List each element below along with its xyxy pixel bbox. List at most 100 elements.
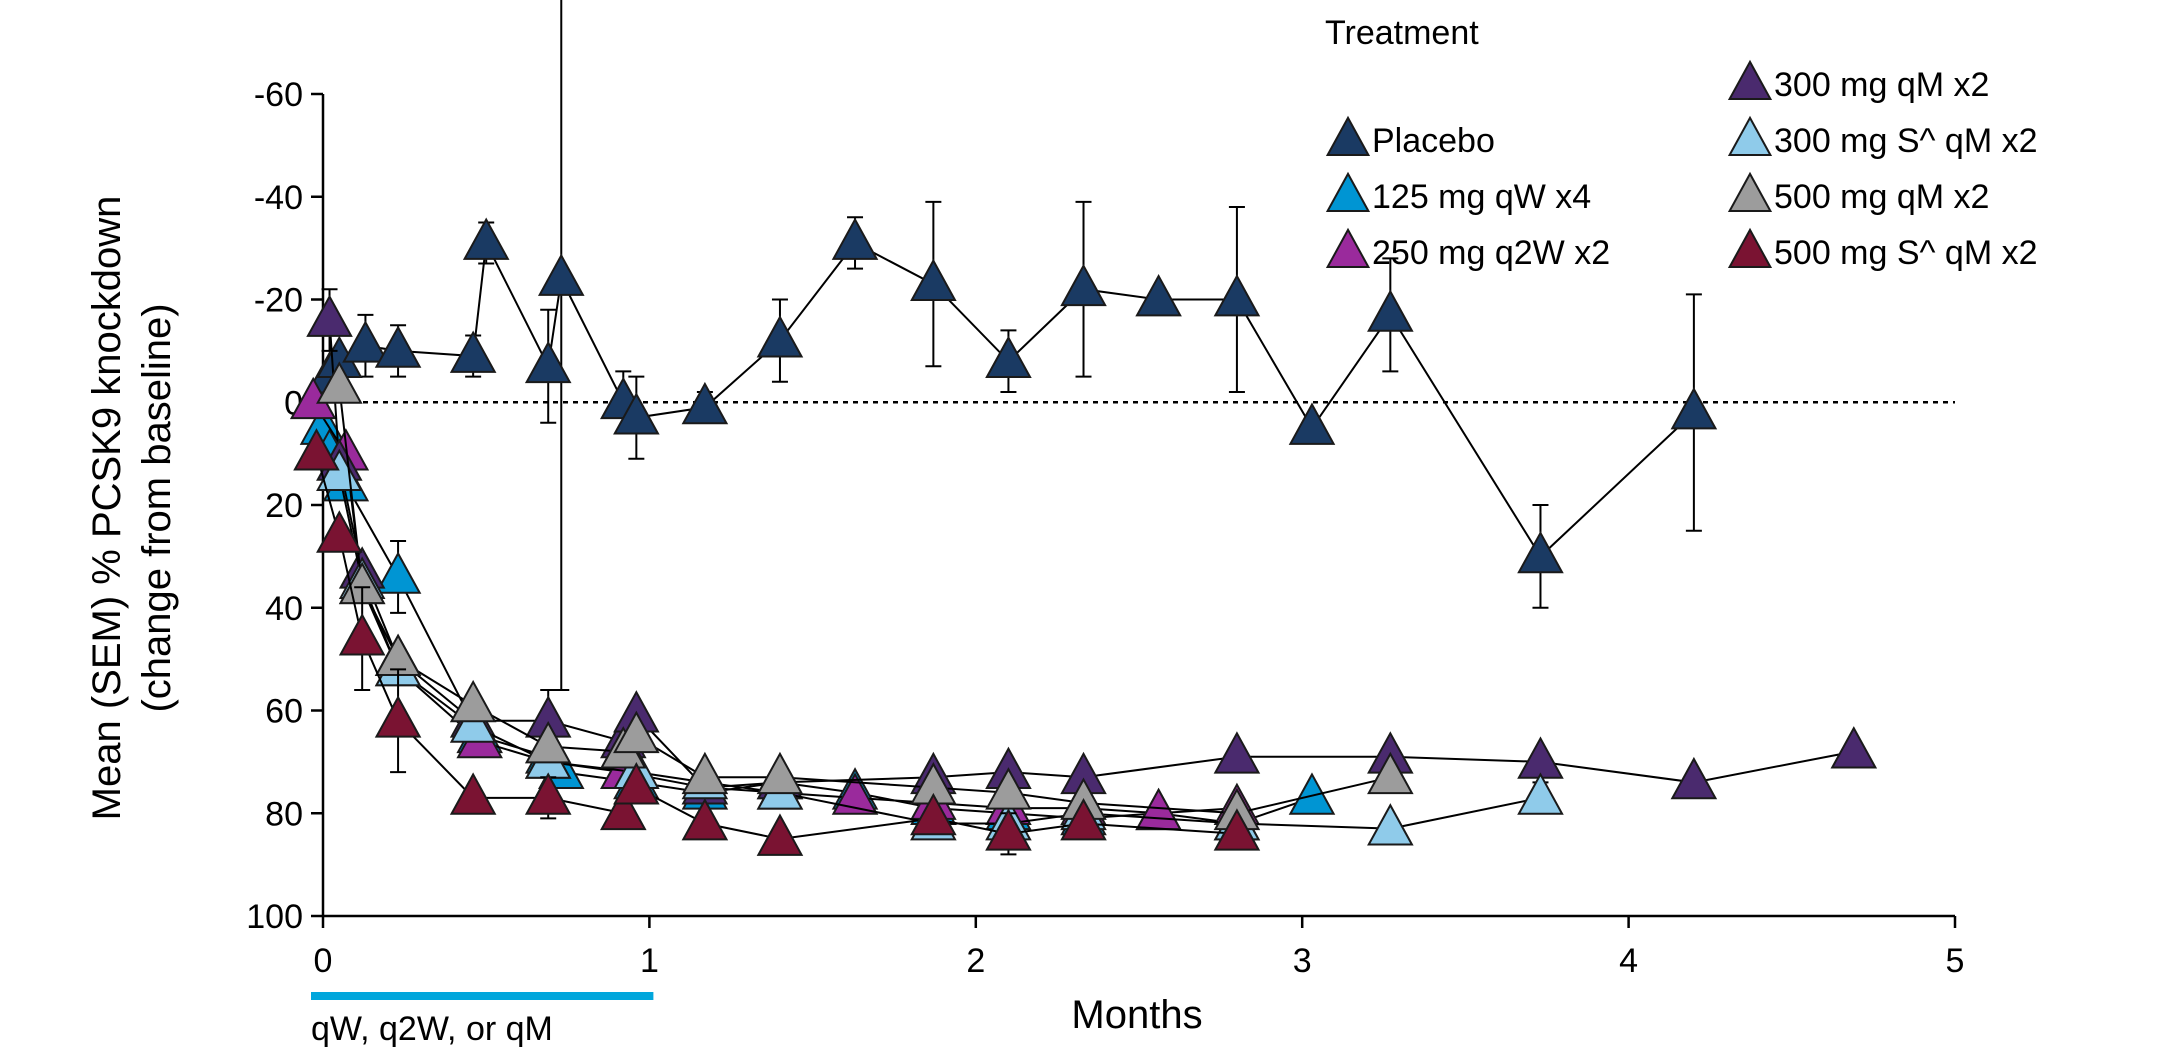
data-point-triangle bbox=[910, 792, 957, 836]
y-tick-label: -60 bbox=[254, 76, 303, 114]
data-point-triangle bbox=[831, 217, 879, 260]
data-point-triangle bbox=[1830, 726, 1878, 769]
data-point-triangle bbox=[1367, 803, 1414, 846]
legend-label: 250 mg q2W x2 bbox=[1372, 234, 1610, 272]
data-point-triangle bbox=[374, 325, 422, 368]
data-point-triangle bbox=[316, 510, 363, 553]
legend-label: 500 mg S^ qM x2 bbox=[1774, 234, 2038, 272]
data-point-triangle bbox=[756, 315, 804, 358]
data-point-triangle bbox=[910, 258, 957, 301]
data-point-triangle bbox=[293, 428, 340, 471]
data-point-triangle bbox=[537, 253, 585, 296]
data-point-triangle bbox=[1288, 402, 1336, 445]
series-1 bbox=[299, 402, 1336, 841]
data-point-triangle bbox=[1517, 772, 1564, 815]
data-point-triangle bbox=[1517, 736, 1564, 779]
series-6 bbox=[293, 428, 1261, 856]
data-point-triangle bbox=[681, 381, 729, 425]
y-tick-label: 100 bbox=[246, 898, 303, 936]
data-point-triangle bbox=[1213, 273, 1261, 317]
y-tick-label: 80 bbox=[265, 795, 303, 833]
data-point-triangle bbox=[524, 340, 572, 384]
series-layer bbox=[289, 0, 1878, 856]
y-tick-label: -20 bbox=[254, 282, 303, 320]
data-point-triangle bbox=[1060, 263, 1107, 307]
legend-item-5: 500 mg qM x2 bbox=[1727, 171, 1989, 216]
data-point-triangle bbox=[1135, 273, 1182, 317]
data-point-triangle bbox=[374, 551, 422, 594]
y-tick-label: 40 bbox=[265, 590, 303, 628]
legend-label: 500 mg qM x2 bbox=[1774, 178, 1989, 216]
data-point-triangle bbox=[1060, 798, 1107, 841]
y-axis-title-line2: (change from baseline) bbox=[135, 303, 179, 712]
legend-triangle-icon bbox=[1727, 171, 1773, 212]
data-point-triangle bbox=[1288, 772, 1336, 815]
data-point-triangle bbox=[756, 813, 804, 856]
series-line bbox=[312, 401, 1237, 815]
series-line bbox=[322, 427, 1313, 825]
data-point-triangle bbox=[306, 294, 353, 337]
x-tick-label: 0 bbox=[314, 942, 333, 980]
legend-item-0: Placebo bbox=[1325, 115, 1495, 160]
data-point-triangle bbox=[681, 751, 729, 795]
legend-item-4: 300 mg S^ qM x2 bbox=[1727, 115, 2038, 160]
y-tick-label: 60 bbox=[265, 693, 303, 731]
legend-label: 300 mg S^ qM x2 bbox=[1774, 122, 2038, 160]
data-point-triangle bbox=[449, 679, 497, 723]
data-point-triangle bbox=[338, 613, 386, 656]
x-tick-label: 2 bbox=[966, 942, 985, 980]
legend-label: Placebo bbox=[1372, 122, 1495, 160]
legend-triangle-icon bbox=[1325, 171, 1371, 212]
series-0 bbox=[306, 0, 1718, 691]
data-point-triangle bbox=[1367, 751, 1414, 795]
legend-title: Treatment bbox=[1325, 14, 1479, 52]
data-point-triangle bbox=[613, 392, 660, 435]
legend-item-3: 300 mg qM x2 bbox=[1727, 59, 1989, 104]
x-tick-label: 4 bbox=[1619, 942, 1638, 980]
legend-triangle-icon bbox=[1727, 227, 1773, 268]
x-tick-label: 3 bbox=[1293, 942, 1312, 980]
data-point-triangle bbox=[524, 720, 572, 764]
legend-item-2: 250 mg q2W x2 bbox=[1325, 227, 1610, 272]
legend-label: 125 mg qW x4 bbox=[1372, 178, 1591, 216]
data-point-triangle bbox=[449, 772, 497, 815]
data-point-triangle bbox=[462, 217, 510, 260]
y-axis-title: Mean (SEM) % PCSK9 knockdown bbox=[85, 196, 129, 821]
x-tick-label: 5 bbox=[1946, 942, 1965, 980]
legend-item-1: 125 mg qW x4 bbox=[1325, 171, 1591, 216]
x-axis-title: Months bbox=[1071, 993, 1202, 1037]
y-tick-label: -40 bbox=[254, 179, 303, 217]
data-point-triangle bbox=[681, 798, 729, 841]
dosing-bar-label: qW, q2W, or qM bbox=[311, 1010, 553, 1048]
legend-triangle-icon bbox=[1727, 115, 1773, 156]
data-point-triangle bbox=[831, 772, 879, 815]
data-point-triangle bbox=[756, 751, 804, 795]
data-point-triangle bbox=[1213, 731, 1261, 774]
data-point-triangle bbox=[342, 320, 389, 363]
data-point-triangle bbox=[316, 361, 363, 404]
legend-triangle-icon bbox=[1325, 115, 1371, 156]
data-point-triangle bbox=[1213, 808, 1261, 851]
data-point-triangle bbox=[613, 710, 660, 754]
data-point-triangle bbox=[613, 762, 660, 805]
series-line bbox=[328, 239, 1695, 558]
legend-triangle-icon bbox=[1325, 227, 1371, 268]
data-point-triangle bbox=[449, 330, 497, 373]
y-tick-label: 20 bbox=[265, 487, 303, 525]
data-point-triangle bbox=[985, 335, 1032, 379]
data-point-triangle bbox=[524, 772, 572, 815]
legend-triangle-icon bbox=[1727, 59, 1773, 100]
legend: Placebo 125 mg qW x4 250 mg q2W x2 300 mg q… bbox=[1325, 59, 2038, 272]
x-tick-label: 1 bbox=[640, 942, 659, 980]
data-point-triangle bbox=[1517, 530, 1564, 574]
data-point-triangle bbox=[374, 695, 422, 738]
legend-item-6: 500 mg S^ qM x2 bbox=[1727, 227, 2038, 272]
data-point-triangle bbox=[1670, 387, 1718, 430]
data-point-triangle bbox=[1367, 289, 1414, 332]
legend-label: 300 mg qM x2 bbox=[1774, 66, 1989, 104]
data-point-triangle bbox=[1670, 756, 1718, 800]
data-point-triangle bbox=[599, 787, 647, 831]
data-point-triangle bbox=[985, 808, 1032, 851]
